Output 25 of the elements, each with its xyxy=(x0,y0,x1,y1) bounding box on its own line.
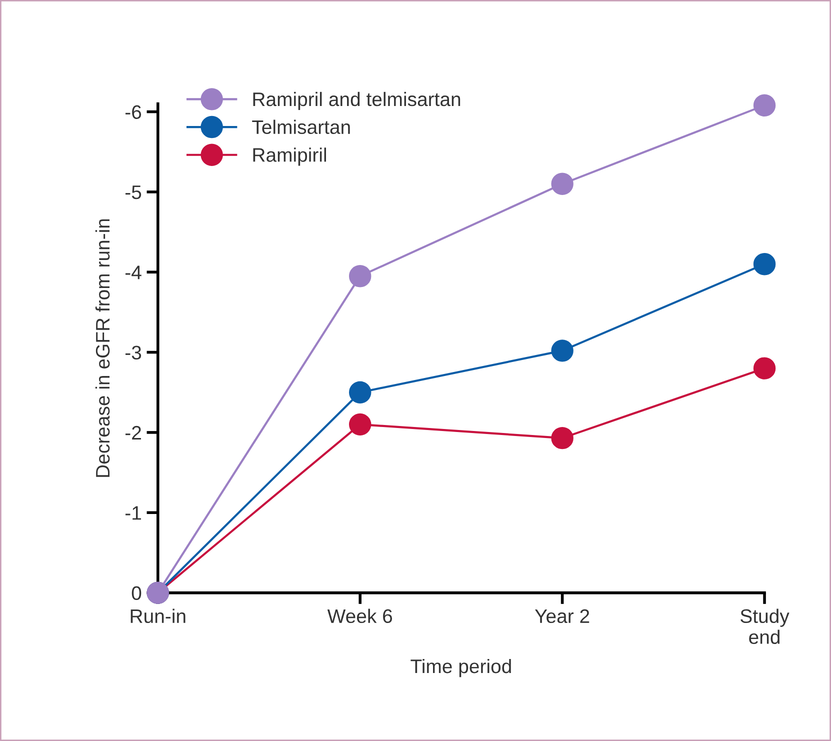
legend-label: Ramipril and telmisartan xyxy=(253,92,460,110)
point xyxy=(551,426,574,450)
y-tick-label: -1 xyxy=(125,506,141,520)
point xyxy=(348,381,372,404)
point xyxy=(348,265,372,288)
y-axis-title: Decrease in eGFR from run-in xyxy=(95,219,110,477)
y-tick-label: -4 xyxy=(125,266,142,280)
point xyxy=(753,357,776,380)
x-tick-label: Run-in xyxy=(130,608,186,624)
x-axis-title: Time period xyxy=(410,658,511,678)
point xyxy=(551,172,574,196)
y-tick-label: -6 xyxy=(125,105,142,119)
x-tick-label: Study end xyxy=(740,608,790,644)
point xyxy=(753,252,776,276)
y-tick-label: -3 xyxy=(125,346,142,360)
point xyxy=(551,340,574,362)
y-tick-label: -2 xyxy=(125,426,141,440)
legend-label: Telmisartan xyxy=(252,120,350,134)
y-tick-label: 0 xyxy=(132,586,142,600)
point xyxy=(348,413,372,436)
x-tick-label: Year 2 xyxy=(534,609,590,624)
point xyxy=(753,94,776,116)
legend-label: Ramipiril xyxy=(253,148,326,166)
x-tick-label: Week 6 xyxy=(327,608,392,624)
y-tick-label: -5 xyxy=(125,186,142,200)
